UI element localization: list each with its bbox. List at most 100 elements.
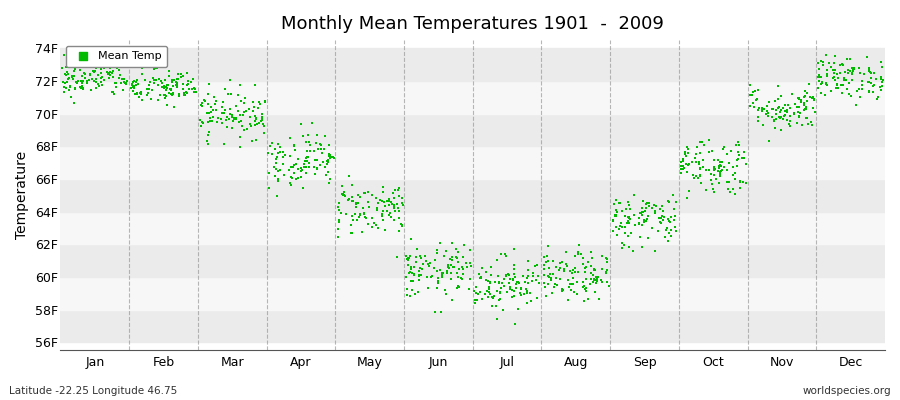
Point	[679, 149, 693, 155]
Point	[632, 220, 646, 227]
Point	[557, 266, 572, 272]
Point	[64, 94, 78, 101]
Point	[210, 118, 224, 125]
Point	[807, 109, 822, 115]
Point	[707, 172, 722, 178]
Point	[178, 88, 193, 95]
Point	[704, 171, 718, 177]
Point	[201, 119, 215, 126]
Point	[231, 92, 246, 98]
Point	[432, 240, 446, 246]
Point	[733, 179, 747, 185]
Point	[847, 66, 861, 72]
Point	[112, 74, 126, 81]
Point	[844, 76, 859, 83]
Point	[292, 166, 306, 172]
Point	[353, 211, 367, 217]
Point	[778, 112, 792, 118]
Point	[565, 270, 580, 276]
Point	[59, 79, 74, 86]
Point	[666, 217, 680, 223]
Point	[204, 118, 219, 124]
Point	[380, 198, 394, 204]
Point	[819, 80, 833, 86]
Point	[68, 79, 83, 85]
Point	[850, 88, 864, 95]
Point	[691, 160, 706, 167]
Point	[317, 146, 331, 153]
Point	[875, 79, 889, 86]
Point	[474, 274, 489, 280]
Point	[749, 97, 763, 103]
Point	[491, 288, 505, 294]
Point	[706, 148, 720, 154]
Point	[334, 210, 348, 217]
Point	[287, 142, 302, 148]
Point	[805, 122, 819, 128]
Point	[95, 64, 110, 71]
Point	[696, 164, 710, 171]
Point	[828, 67, 842, 74]
Point	[437, 287, 452, 293]
Point	[119, 61, 133, 67]
Point	[238, 108, 253, 114]
Point	[595, 253, 609, 260]
Point	[358, 214, 373, 220]
Point	[471, 291, 485, 297]
Point	[321, 151, 336, 157]
Point	[796, 100, 811, 106]
Point	[479, 269, 493, 275]
Point	[794, 96, 808, 103]
Point	[640, 235, 654, 241]
Point	[270, 154, 284, 160]
Point	[825, 75, 840, 81]
Point	[654, 220, 669, 227]
Point	[576, 284, 590, 290]
Point	[202, 132, 216, 138]
Point	[633, 210, 647, 216]
Point	[443, 256, 457, 262]
Point	[580, 264, 594, 271]
Point	[481, 278, 495, 284]
Point	[400, 286, 415, 292]
Point	[767, 116, 781, 123]
Point	[371, 200, 385, 206]
Point	[673, 170, 688, 176]
Point	[455, 271, 470, 277]
Point	[649, 202, 663, 209]
Point	[578, 286, 592, 293]
Point	[268, 146, 283, 152]
Point	[252, 120, 266, 126]
Point	[504, 286, 518, 293]
Point	[202, 110, 216, 116]
Point	[719, 167, 733, 173]
Point	[475, 265, 490, 271]
Point	[572, 242, 586, 248]
Point	[518, 279, 532, 286]
Point	[801, 121, 815, 127]
Point	[86, 68, 100, 74]
Point	[238, 94, 252, 101]
Point	[407, 263, 421, 270]
Point	[287, 170, 302, 176]
Point	[451, 259, 465, 265]
Point	[760, 103, 774, 109]
Point	[95, 74, 110, 80]
Point	[726, 164, 741, 170]
Point	[113, 72, 128, 79]
Point	[586, 279, 600, 286]
Point	[496, 307, 510, 313]
Point	[112, 67, 126, 73]
Point	[449, 254, 464, 261]
Point	[439, 291, 454, 297]
Point	[425, 272, 439, 279]
Bar	[60, 277, 885, 310]
Point	[730, 156, 744, 163]
Point	[243, 113, 257, 120]
Point	[516, 273, 530, 279]
Point	[413, 252, 428, 259]
Point	[187, 89, 202, 95]
Point	[434, 309, 448, 316]
Point	[331, 204, 346, 210]
Point	[233, 134, 248, 140]
